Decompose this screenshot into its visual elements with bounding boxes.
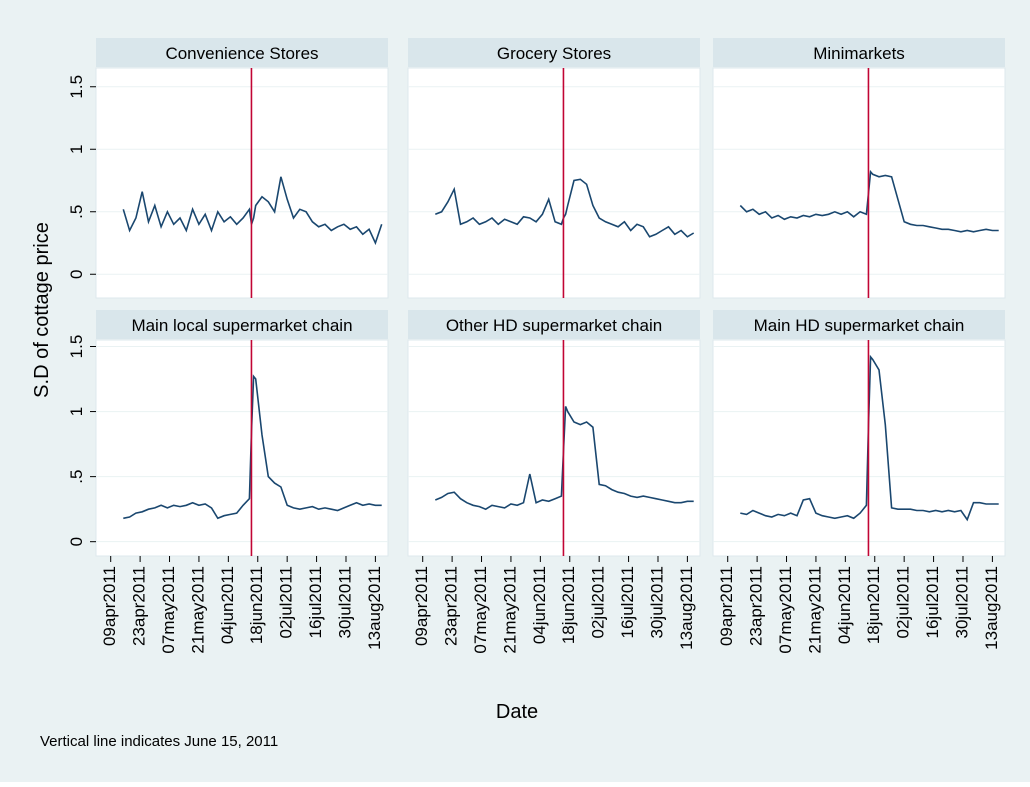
x-tick-label: 23apr2011 — [130, 566, 149, 646]
x-tick-label: 16jul2011 — [618, 566, 637, 638]
panel-title: Grocery Stores — [497, 44, 611, 63]
x-axis-title: Date — [496, 701, 538, 723]
data-line — [434, 406, 694, 511]
panel-strip — [408, 38, 700, 67]
panel-title: Convenience Stores — [165, 44, 318, 63]
plot-area — [95, 339, 389, 557]
panel-strip — [96, 310, 388, 339]
y-tick-label: 0 — [67, 270, 86, 279]
x-tick-label: 18jun2011 — [247, 566, 266, 644]
x-tick-label: 07may2011 — [471, 566, 490, 654]
x-tick-label: 23apr2011 — [747, 566, 766, 646]
x-tick-label: 16jul2011 — [306, 566, 325, 638]
x-tick-label: 13aug2011 — [365, 566, 384, 650]
panel-strip — [713, 38, 1005, 67]
panel-title: Other HD supermarket chain — [446, 316, 662, 335]
x-tick-label: 21may2011 — [188, 566, 207, 654]
x-tick-label: 07may2011 — [159, 566, 178, 654]
panel-strip — [96, 38, 388, 67]
x-tick-label: 07may2011 — [776, 566, 795, 654]
x-tick-label: 30jul2011 — [647, 566, 666, 638]
x-tick-label: 30jul2011 — [952, 566, 971, 638]
y-tick-label: .5 — [67, 470, 86, 484]
panel-strip — [408, 310, 700, 339]
data-line — [123, 374, 382, 520]
x-tick-label: 02jul2011 — [277, 566, 296, 638]
y-tick-label: 1.5 — [67, 75, 86, 99]
data-line — [122, 176, 383, 246]
plot-area — [712, 67, 1006, 299]
data-line — [435, 178, 695, 238]
x-tick-label: 16jul2011 — [923, 566, 942, 638]
y-axis-title: S.D of cottage price — [31, 222, 53, 398]
panel-strip — [713, 310, 1005, 339]
x-tick-label: 04jun2011 — [530, 566, 549, 644]
x-tick-label: 04jun2011 — [835, 566, 854, 644]
panel-title: Main HD supermarket chain — [754, 316, 965, 335]
data-line — [739, 169, 999, 233]
plot-area — [95, 67, 389, 299]
x-tick-label: 21may2011 — [805, 566, 824, 654]
x-tick-label: 13aug2011 — [677, 566, 696, 650]
data-line — [740, 354, 999, 522]
y-tick-label: .5 — [67, 205, 86, 219]
panel-title: Main local supermarket chain — [131, 316, 352, 335]
x-tick-label: 09apr2011 — [412, 566, 431, 646]
panel-title: Minimarkets — [813, 44, 905, 63]
y-tick-label: 1 — [67, 407, 86, 416]
plot-area — [407, 67, 701, 299]
x-tick-label: 04jun2011 — [218, 566, 237, 644]
note: Vertical line indicates June 15, 2011 — [40, 733, 278, 750]
x-tick-label: 23apr2011 — [442, 566, 461, 646]
x-tick-label: 13aug2011 — [982, 566, 1001, 650]
y-tick-label: 0 — [67, 537, 86, 546]
plot-area — [407, 339, 701, 557]
y-tick-label: 1.5 — [67, 335, 86, 359]
x-tick-label: 02jul2011 — [589, 566, 608, 638]
x-tick-label: 18jun2011 — [559, 566, 578, 644]
y-tick-label: 1 — [67, 145, 86, 154]
x-tick-label: 21may2011 — [500, 566, 519, 654]
x-tick-label: 18jun2011 — [864, 566, 883, 644]
x-tick-label: 09apr2011 — [717, 566, 736, 646]
x-tick-label: 30jul2011 — [335, 566, 354, 638]
x-tick-label: 09apr2011 — [100, 566, 119, 646]
x-tick-label: 02jul2011 — [894, 566, 913, 638]
plot-area — [712, 339, 1006, 557]
